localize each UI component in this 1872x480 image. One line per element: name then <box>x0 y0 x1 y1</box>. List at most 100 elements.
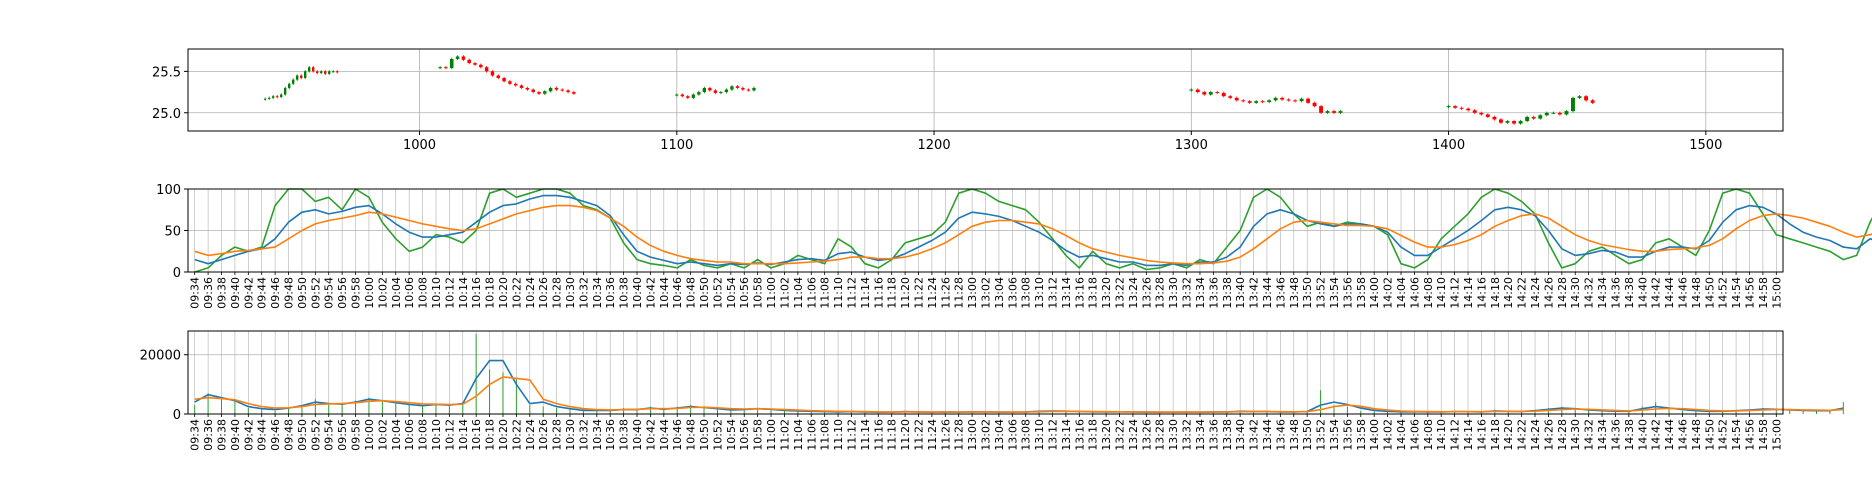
candle-body <box>1273 97 1278 101</box>
x-tick-label: 13:40 <box>1234 277 1247 309</box>
x-tick-label: 10:50 <box>698 277 711 309</box>
candle-body <box>467 59 471 64</box>
x-tick-label: 13:24 <box>1127 277 1140 309</box>
x-tick-label: 10:04 <box>390 277 403 309</box>
x-tick-label: 09:52 <box>309 277 322 309</box>
x-tick-label: 14:48 <box>1690 277 1703 309</box>
x-tick-label: 10:52 <box>711 277 724 309</box>
x-tick-label: 13:16 <box>1073 277 1086 309</box>
x-tick-label: 14:30 <box>1569 277 1582 309</box>
candle-body <box>1319 106 1324 113</box>
candle-body <box>1479 112 1484 115</box>
x-tick-label: 14:50 <box>1703 277 1716 309</box>
x-tick-label: 10:58 <box>752 277 765 309</box>
candle-body <box>1505 121 1510 123</box>
candle-body <box>1215 92 1220 94</box>
x-tick-label: 09:40 <box>229 277 242 309</box>
candle-body <box>299 75 303 78</box>
y-tick-label: 100 <box>156 183 181 198</box>
x-tick-label: 14:02 <box>1382 419 1395 451</box>
x-tick-label: 1500 <box>1689 138 1722 153</box>
x-tick-label: 14:24 <box>1529 419 1542 451</box>
x-tick-label: 11:16 <box>872 419 885 451</box>
x-tick-label: 13:54 <box>1328 419 1341 451</box>
x-tick-label: 10:12 <box>443 419 456 451</box>
x-tick-label: 10:28 <box>551 419 564 451</box>
x-tick-label: 09:48 <box>283 419 296 451</box>
x-tick-label: 14:44 <box>1663 419 1676 451</box>
x-tick-label: 09:56 <box>336 419 349 451</box>
candle-body <box>508 81 512 84</box>
x-tick-label: 14:10 <box>1435 277 1448 309</box>
x-tick-label: 14:30 <box>1569 419 1582 451</box>
x-tick-label: 11:00 <box>765 277 778 309</box>
x-tick-label: 09:54 <box>323 277 336 309</box>
x-tick-label: 11:10 <box>832 277 845 309</box>
candle-body <box>267 97 271 99</box>
candle-body <box>525 87 530 90</box>
candle-body <box>1498 119 1503 123</box>
candle-body <box>1189 89 1194 91</box>
x-tick-label: 13:52 <box>1315 419 1328 451</box>
axes-frame <box>187 188 1784 273</box>
x-tick-label: 09:34 <box>189 419 202 451</box>
x-tick-label: 13:10 <box>1033 419 1046 451</box>
x-tick-label: 14:32 <box>1583 419 1596 451</box>
x-tick-label: 14:00 <box>1368 419 1381 451</box>
x-tick-label: 13:42 <box>1248 419 1261 451</box>
x-tick-label: 09:44 <box>256 277 269 309</box>
x-tick-label: 13:36 <box>1207 419 1220 451</box>
candle-body <box>295 75 299 80</box>
x-tick-label: 14:06 <box>1408 277 1421 309</box>
x-tick-label: 14:04 <box>1395 419 1408 451</box>
x-tick-label: 11:22 <box>912 419 925 451</box>
x-tick-label: 09:46 <box>269 277 282 309</box>
x-tick-label: 13:02 <box>980 277 993 309</box>
x-tick-label: 13:38 <box>1221 277 1234 309</box>
x-tick-label: 14:04 <box>1395 277 1408 309</box>
x-tick-label: 11:12 <box>845 277 858 309</box>
x-tick-label: 10:46 <box>671 277 684 309</box>
x-tick-label: 13:48 <box>1288 277 1301 309</box>
axes-frame <box>187 330 1784 415</box>
x-tick-label: 14:58 <box>1757 419 1770 451</box>
x-tick-label: 10:22 <box>510 277 523 309</box>
x-tick-label: 10:16 <box>470 277 483 309</box>
candle-body <box>730 86 734 90</box>
candle-body <box>328 71 331 74</box>
candle-body <box>537 92 541 94</box>
candle-body <box>1306 98 1311 103</box>
x-tick-label: 1200 <box>918 138 951 153</box>
candle-body <box>496 75 501 78</box>
x-tick-label: 10:58 <box>752 419 765 451</box>
x-tick-label: 11:06 <box>805 277 818 309</box>
candle-body <box>1512 121 1517 124</box>
x-tick-label: 09:40 <box>229 419 242 451</box>
x-tick-label: 14:50 <box>1703 419 1716 451</box>
x-tick-label: 14:00 <box>1368 277 1381 309</box>
candle-body <box>513 83 518 86</box>
x-tick-label: 14:16 <box>1475 277 1488 309</box>
x-tick-label: 1000 <box>403 138 436 153</box>
y-tick-label: 25.5 <box>152 65 181 80</box>
x-tick-label: 13:58 <box>1355 419 1368 451</box>
x-tick-label: 11:02 <box>778 419 791 451</box>
candle-body <box>1459 107 1464 109</box>
x-tick-label: 09:38 <box>216 419 229 451</box>
x-tick-label: 11:20 <box>899 277 912 309</box>
x-tick-label: 10:38 <box>618 277 631 309</box>
candle-body <box>554 87 559 90</box>
x-tick-label: 10:36 <box>604 419 617 451</box>
x-tick-label: 14:02 <box>1382 277 1395 309</box>
candle-body <box>735 86 740 88</box>
candle-body <box>484 67 489 72</box>
x-tick-label: 11:04 <box>792 419 805 451</box>
candle-body <box>1485 114 1490 117</box>
candle-body <box>473 63 477 65</box>
x-tick-label: 14:46 <box>1676 277 1689 309</box>
x-tick-label: 13:20 <box>1100 277 1113 309</box>
x-tick-label: 10:36 <box>604 277 617 309</box>
x-tick-label: 10:46 <box>671 419 684 451</box>
x-tick-label: 14:28 <box>1556 419 1569 451</box>
